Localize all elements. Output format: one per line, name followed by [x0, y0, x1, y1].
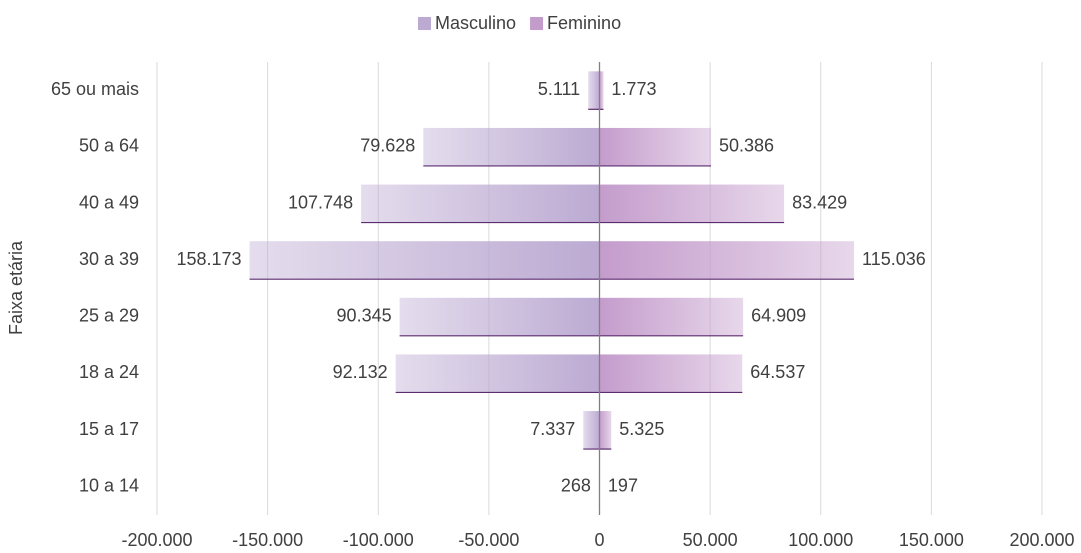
x-tick-label: -150.000: [232, 530, 303, 550]
data-label: 158.173: [176, 249, 241, 269]
bar: [599, 411, 612, 450]
bar: [599, 127, 711, 166]
y-tick-label: 10 a 14: [79, 475, 139, 495]
data-label: 79.628: [360, 136, 415, 156]
x-tick-label: 150.000: [899, 530, 964, 550]
legend-label: Feminino: [547, 13, 621, 33]
data-label: 268: [561, 475, 591, 495]
legend-swatch: [418, 17, 431, 30]
data-label: 92.132: [333, 362, 388, 382]
bar: [583, 411, 600, 450]
legend-swatch: [530, 17, 544, 30]
bar: [399, 297, 600, 336]
data-label: 5.111: [538, 79, 580, 99]
data-label: 64.909: [751, 306, 806, 326]
y-tick-label: 65 ou mais: [51, 79, 139, 99]
x-tick-label: 0: [594, 530, 604, 550]
data-label: 50.386: [719, 136, 774, 156]
x-tick-label: 50.000: [683, 530, 738, 550]
y-tick-label: 30 a 39: [79, 249, 139, 269]
y-tick-label: 15 a 17: [79, 419, 139, 439]
data-label: 7.337: [530, 419, 575, 439]
x-tick-label: 200.000: [1009, 530, 1074, 550]
data-label: 64.537: [750, 362, 805, 382]
data-label: 5.325: [619, 419, 664, 439]
bar: [599, 297, 744, 336]
bar: [361, 184, 600, 223]
y-tick-label: 40 a 49: [79, 192, 139, 212]
data-label: 1.773: [611, 79, 656, 99]
x-tick-label: 100.000: [788, 530, 853, 550]
y-axis-title: Faixa etária: [6, 240, 26, 335]
bar: [599, 354, 743, 393]
y-tick-label: 50 a 64: [79, 136, 139, 156]
x-tick-label: -100.000: [343, 530, 414, 550]
data-label: 107.748: [288, 192, 353, 212]
bar: [599, 241, 855, 280]
data-label: 90.345: [337, 306, 392, 326]
x-tick-label: -200.000: [121, 530, 192, 550]
bar: [588, 71, 600, 110]
x-tick-label: -50.000: [458, 530, 519, 550]
data-label: 83.429: [792, 192, 847, 212]
legend-label: Masculino: [435, 13, 516, 33]
bar: [423, 127, 600, 166]
bar: [395, 354, 600, 393]
bar: [599, 71, 604, 110]
data-label: 115.036: [862, 249, 926, 269]
bar: [249, 241, 600, 280]
bar: [599, 184, 785, 223]
y-tick-label: 18 a 24: [79, 362, 139, 382]
y-tick-label: 25 a 29: [79, 306, 139, 326]
data-label: 197: [608, 475, 638, 495]
